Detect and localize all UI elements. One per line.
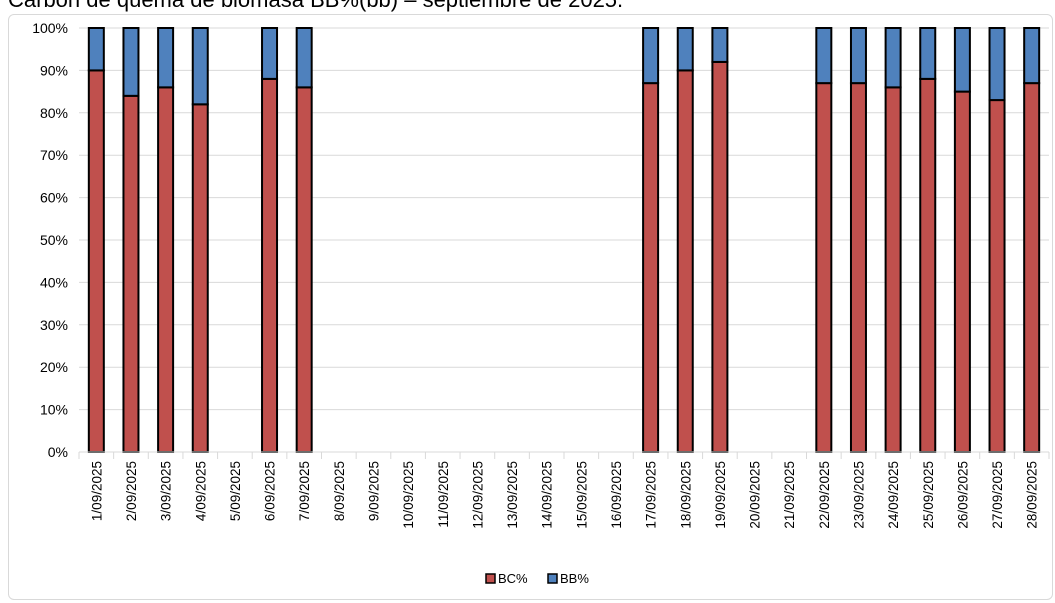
- bar-segment-bc: [919, 77, 937, 453]
- x-tick-label: 13/09/2025: [505, 461, 520, 529]
- x-tick-label: 7/09/2025: [297, 461, 312, 521]
- x-tick-label: 1/09/2025: [89, 461, 104, 521]
- bar-segment-bc: [884, 86, 902, 454]
- bar-segment-bb: [988, 27, 1006, 102]
- x-tick-label: 18/09/2025: [678, 461, 693, 529]
- y-tick-label: 20%: [40, 359, 68, 375]
- x-tick-label: 17/09/2025: [644, 461, 659, 529]
- x-tick-label: 22/09/2025: [817, 461, 832, 529]
- y-tick-label: 0%: [48, 444, 68, 460]
- bar-segment-bb: [295, 27, 313, 89]
- y-tick-label: 90%: [40, 62, 68, 78]
- bar-segment-bc: [87, 69, 105, 454]
- bar-segment-bc: [815, 82, 833, 454]
- bar-segment-bb: [642, 27, 660, 85]
- x-tick-label: 24/09/2025: [886, 461, 901, 529]
- bar-segment-bc: [157, 86, 175, 454]
- legend: BC% BB%: [485, 571, 589, 586]
- gridlines: [79, 27, 1049, 453]
- bar-segment-bb: [1023, 27, 1041, 85]
- bar-segment-bc: [191, 103, 209, 453]
- x-tick-label: 23/09/2025: [851, 461, 866, 529]
- x-tick-label: 4/09/2025: [193, 461, 208, 521]
- legend-label: BB%: [560, 571, 589, 586]
- x-tick-label: 25/09/2025: [921, 461, 936, 529]
- x-tick-label: 3/09/2025: [159, 461, 174, 521]
- bar-segment-bb: [919, 27, 937, 80]
- bar-segment-bb: [261, 27, 279, 80]
- x-tick-label: 9/09/2025: [366, 461, 381, 521]
- bars: [87, 27, 1041, 454]
- y-tick-label: 80%: [40, 105, 68, 121]
- bar-segment-bb: [849, 27, 867, 85]
- x-tick-label: 28/09/2025: [1025, 461, 1040, 529]
- bar-segment-bb: [711, 27, 729, 63]
- x-tick-label: 16/09/2025: [609, 461, 624, 529]
- y-axis-ticks: 0% 10% 20% 30% 40% 50% 60% 70% 80% 90% 100%: [32, 20, 68, 460]
- bar-segment-bb: [953, 27, 971, 93]
- bar-segment-bc: [261, 77, 279, 453]
- x-tick-label: 20/09/2025: [748, 461, 763, 529]
- bar-segment-bc: [676, 69, 694, 454]
- bar-segment-bc: [295, 86, 313, 454]
- y-tick-label: 100%: [32, 20, 68, 36]
- x-tick-label: 27/09/2025: [990, 461, 1005, 529]
- chart-title: Carbón de quema de biomasa BB%(bb) – sep…: [8, 0, 623, 13]
- x-tick-label: 21/09/2025: [782, 461, 797, 529]
- x-tick-label: 6/09/2025: [263, 461, 278, 521]
- bar-segment-bb: [191, 27, 209, 106]
- bar-segment-bc: [1023, 82, 1041, 454]
- x-tick-label: 8/09/2025: [332, 461, 347, 521]
- x-axis: 1/09/2025 2/09/2025 3/09/2025 4/09/2025 5/09…: [78, 451, 1050, 529]
- x-tick-label: 11/09/2025: [436, 461, 451, 528]
- y-tick-label: 60%: [40, 190, 68, 206]
- legend-swatch-bb: [547, 573, 558, 584]
- bar-segment-bc: [711, 60, 729, 453]
- bar-segment-bc: [849, 82, 867, 454]
- legend-swatch-bc: [485, 573, 496, 584]
- bar-segment-bb: [884, 27, 902, 89]
- x-tick-label: 14/09/2025: [540, 461, 555, 529]
- bar-segment-bb: [815, 27, 833, 85]
- bar-segment-bc: [642, 82, 660, 454]
- legend-label: BC%: [498, 571, 528, 586]
- x-tick-label: 15/09/2025: [574, 461, 589, 529]
- y-tick-label: 50%: [40, 232, 68, 248]
- bar-segment-bc: [122, 94, 140, 453]
- bar-segment-bb: [122, 27, 140, 97]
- y-tick-label: 70%: [40, 147, 68, 163]
- x-tick-label: 5/09/2025: [228, 461, 243, 521]
- bar-segment-bb: [87, 27, 105, 72]
- bar-segment-bb: [157, 27, 175, 89]
- x-tick-label: 12/09/2025: [470, 461, 485, 529]
- x-tick-label: 10/09/2025: [401, 461, 416, 529]
- x-tick-label: 19/09/2025: [713, 461, 728, 529]
- chart-area: [8, 14, 1053, 600]
- y-tick-label: 40%: [40, 274, 68, 290]
- bar-segment-bc: [988, 99, 1006, 454]
- x-tick-label: 2/09/2025: [124, 461, 139, 521]
- bar-segment-bc: [953, 90, 971, 453]
- x-tick-label: 26/09/2025: [955, 461, 970, 529]
- y-tick-label: 10%: [40, 402, 68, 418]
- bar-segment-bb: [676, 27, 694, 72]
- y-tick-label: 30%: [40, 317, 68, 333]
